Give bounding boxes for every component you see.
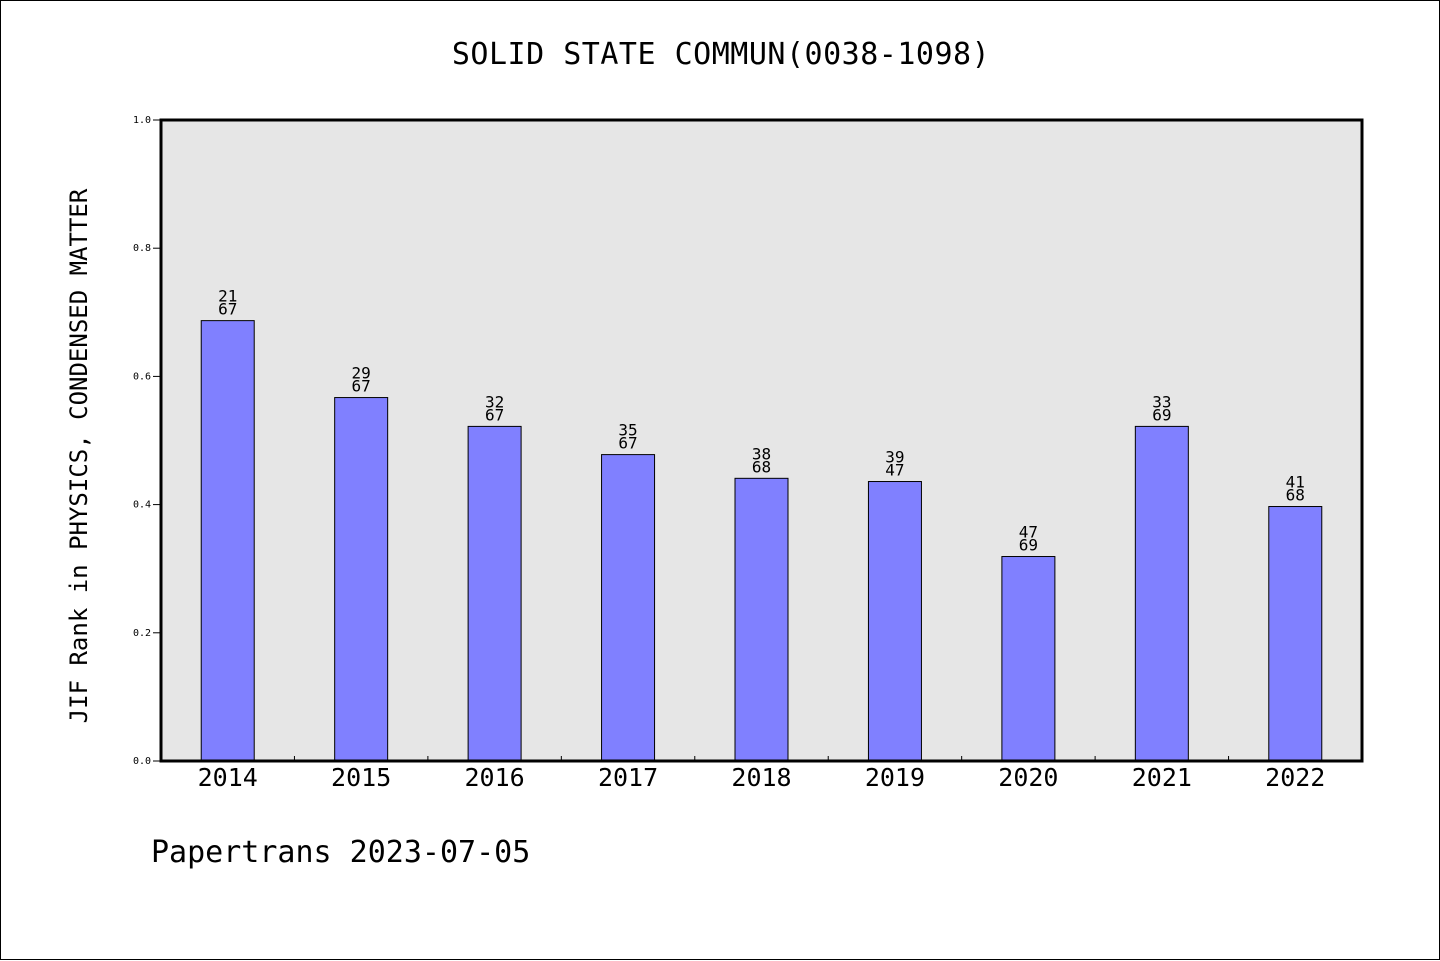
x-tick-label-2019: 2019 bbox=[865, 763, 925, 792]
x-tick-label-2021: 2021 bbox=[1132, 763, 1192, 792]
bar-2022 bbox=[1268, 506, 1323, 762]
chart-title: SOLID STATE COMMUN(0038-1098) bbox=[451, 37, 991, 72]
bar-label-rank-2022: 41 bbox=[1286, 473, 1305, 492]
bar-label-rank-2014: 21 bbox=[218, 287, 237, 306]
bar-2016 bbox=[467, 425, 522, 762]
y-tick-label-1: 0.2 bbox=[133, 628, 151, 639]
bar-label-rank-2021: 33 bbox=[1152, 392, 1171, 411]
bar-label-total-2020: 69 bbox=[1019, 536, 1038, 555]
bar-label-total-2016: 67 bbox=[485, 405, 504, 424]
plot-border bbox=[159, 118, 1364, 763]
bar-label-total-2017: 67 bbox=[618, 434, 637, 453]
y-tick-label-4: 0.8 bbox=[133, 243, 151, 254]
bar-2017 bbox=[601, 454, 656, 762]
bar-2021 bbox=[1134, 425, 1189, 762]
x-tick-label-2022: 2022 bbox=[1265, 763, 1325, 792]
y-tick-label-0: 0.0 bbox=[133, 756, 151, 767]
x-tick-label-2016: 2016 bbox=[465, 763, 525, 792]
x-tick-label-2015: 2015 bbox=[331, 763, 391, 792]
bar-2015 bbox=[334, 397, 389, 762]
y-tick-label-5: 1.0 bbox=[133, 115, 151, 126]
bar-label-total-2015: 67 bbox=[352, 377, 371, 396]
bar-label-total-2018: 68 bbox=[752, 457, 771, 476]
bar-label-rank-2018: 38 bbox=[752, 444, 771, 463]
bar-label-total-2022: 68 bbox=[1286, 486, 1305, 505]
bar-label-total-2019: 47 bbox=[885, 461, 904, 480]
x-tick-label-2017: 2017 bbox=[598, 763, 658, 792]
bar-label-rank-2017: 35 bbox=[618, 421, 637, 440]
bar-label-total-2021: 69 bbox=[1152, 405, 1171, 424]
x-tick-label-2020: 2020 bbox=[998, 763, 1058, 792]
bar-2014 bbox=[200, 320, 255, 762]
bar-2019 bbox=[867, 481, 922, 762]
bar-2018 bbox=[734, 477, 789, 762]
bar-2020 bbox=[1001, 556, 1056, 762]
bar-label-total-2014: 67 bbox=[218, 300, 237, 319]
x-tick-label-2018: 2018 bbox=[731, 763, 791, 792]
bar-label-rank-2019: 39 bbox=[885, 448, 904, 467]
bar-label-rank-2016: 32 bbox=[485, 392, 504, 411]
bar-label-rank-2020: 47 bbox=[1019, 523, 1038, 542]
y-tick-label-3: 0.6 bbox=[133, 371, 151, 382]
bar-label-rank-2015: 29 bbox=[352, 364, 371, 383]
footer-stamp: Papertrans 2023-07-05 bbox=[151, 835, 531, 870]
x-tick-label-2014: 2014 bbox=[198, 763, 258, 792]
y-tick-label-2: 0.4 bbox=[133, 500, 151, 511]
